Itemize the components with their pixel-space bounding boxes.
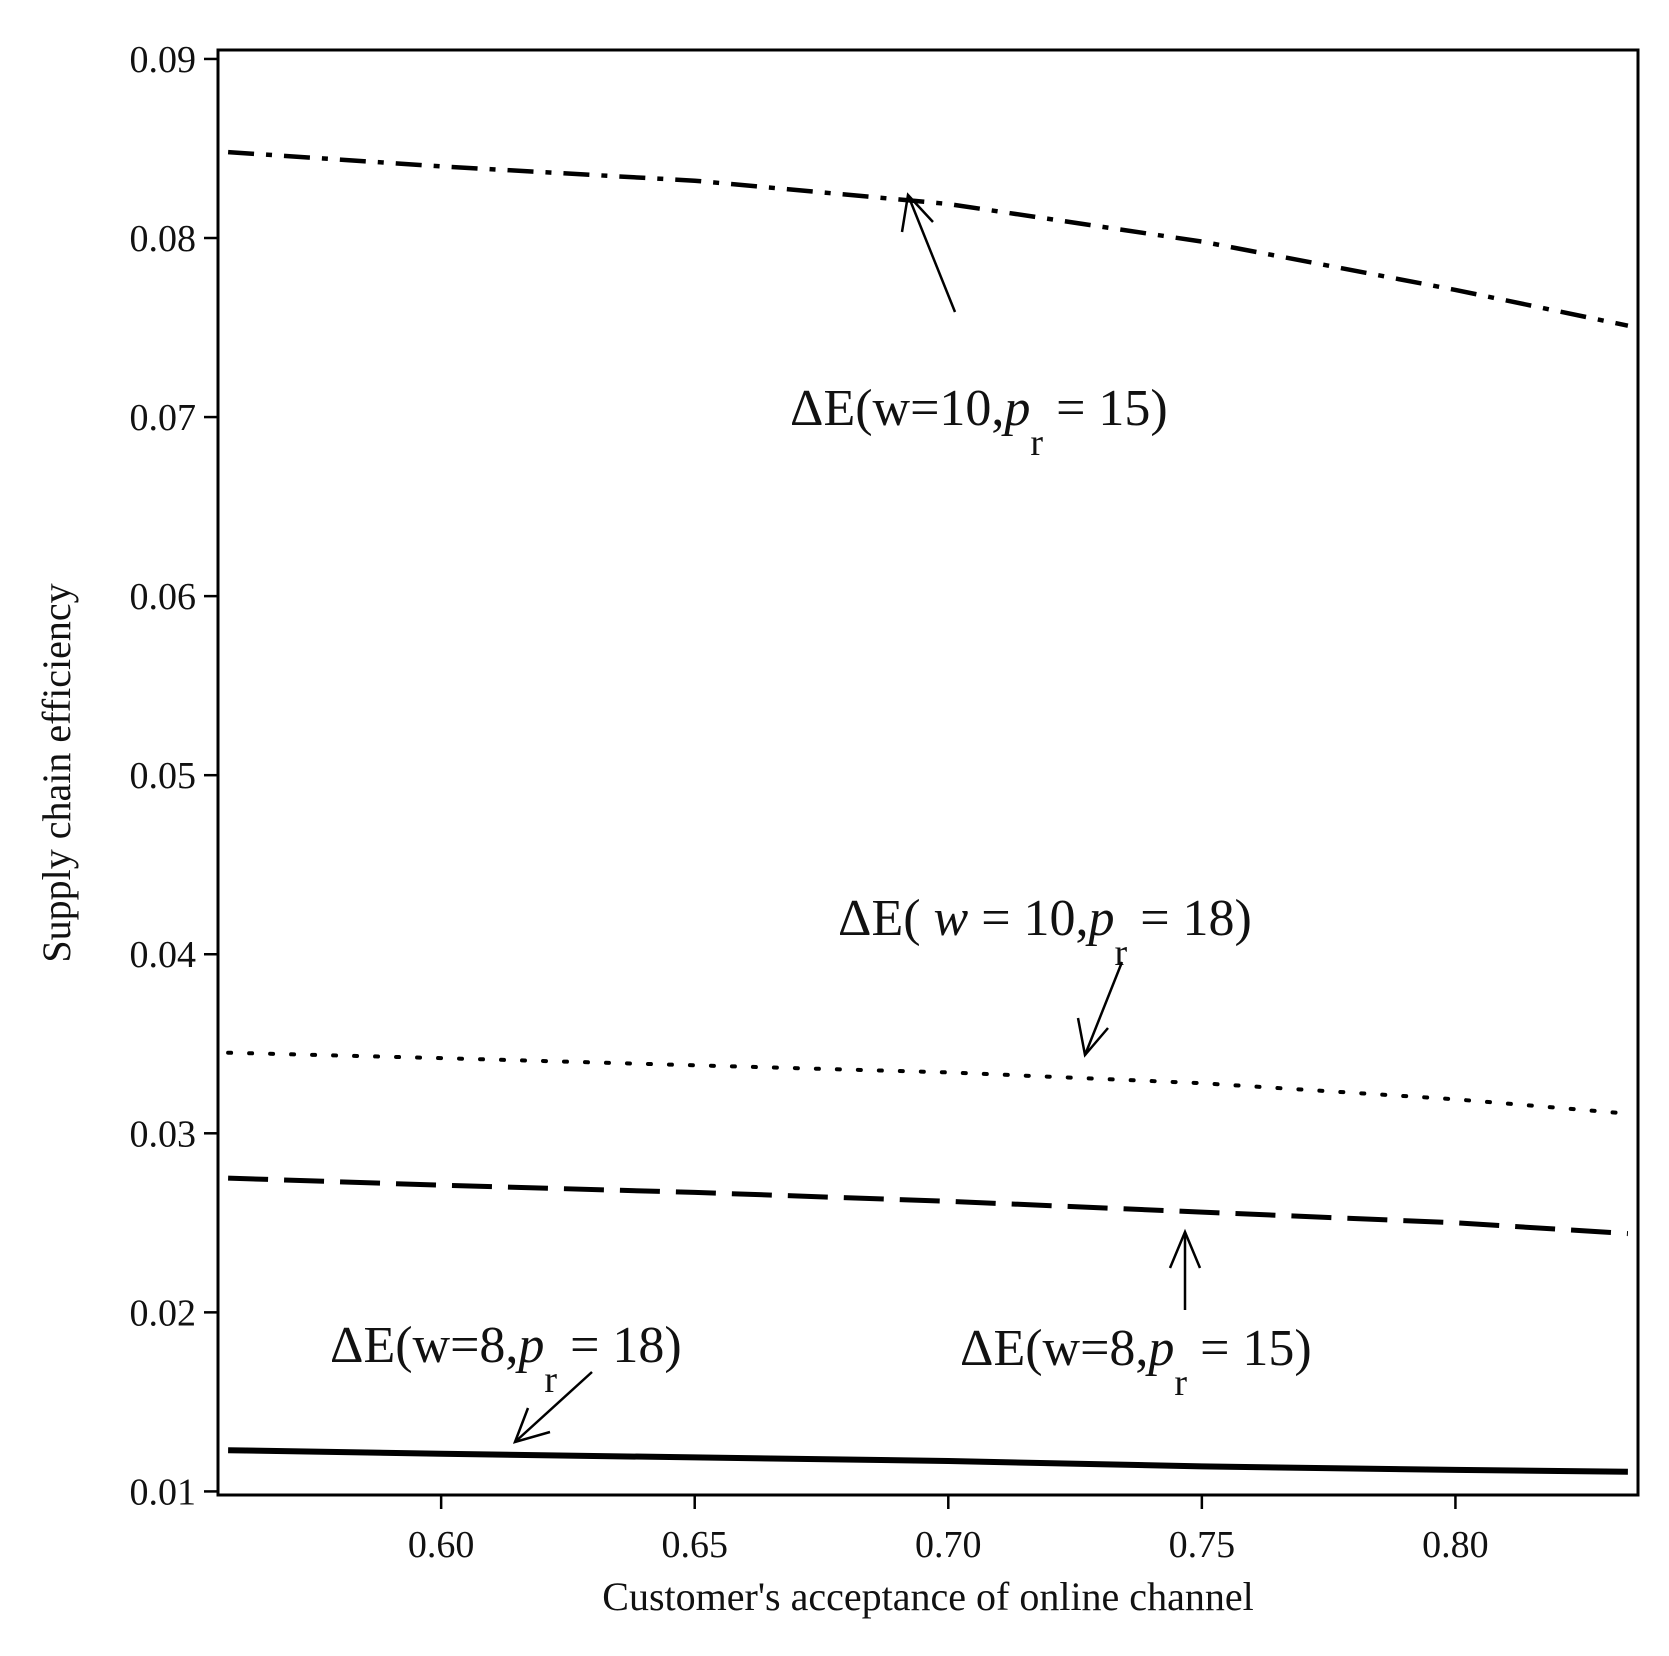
annotation-dashdot-sub: r [1030, 422, 1043, 464]
annotation-dotted-pre: ΔE( [838, 890, 934, 947]
annotation-dashed-pre: ΔE(w=8, [960, 1320, 1148, 1377]
series-line-dash-dot [227, 149, 1629, 328]
annotation-dotted-var: w [934, 890, 969, 947]
y-tick-label: 0.01 [130, 1471, 197, 1513]
annotation-dashed: ΔE(w=8,pr = 15) [960, 1228, 1312, 1404]
annotation-dashed-arrowhead [1168, 1228, 1202, 1269]
annotation-dotted-arrow [1083, 961, 1124, 1056]
y-tick-label: 0.09 [130, 39, 197, 81]
x-tick-label: 0.65 [661, 1524, 728, 1566]
svg-text:ΔE(w=10,pr = 15): ΔE(w=10,pr = 15) [790, 380, 1168, 464]
y-tick-label: 0.07 [130, 397, 197, 439]
y-tick-label: 0.05 [130, 755, 197, 797]
y-axis-label: Supply chain efficiency [34, 583, 79, 962]
series-line-dotted [226, 1050, 1630, 1116]
y-tick-label: 0.08 [130, 218, 197, 260]
svg-text:ΔE( w = 10,pr = 18): ΔE( w = 10,pr = 18) [838, 890, 1252, 974]
annotation-dashdot-var: p [1000, 380, 1030, 437]
annotation-dotted-arrowhead [1076, 1017, 1109, 1058]
annotation-solid-post: = 18) [557, 1317, 682, 1374]
annotation-dashed-var: p [1144, 1320, 1174, 1377]
annotation-dashdot-arrow [906, 194, 957, 313]
annotation-solid-pre: ΔE(w=8, [330, 1317, 518, 1374]
annotation-dotted: ΔE( w = 10,pr = 18) [838, 890, 1252, 1058]
annotation-dashdot-pre: ΔE(w=10, [790, 380, 1004, 437]
y-tick-label: 0.06 [130, 576, 197, 618]
annotation-dotted-post-a: = 10, [968, 890, 1088, 947]
y-tick-label: 0.03 [130, 1113, 197, 1155]
annotation-dashdot: ΔE(w=10,pr = 15) [790, 192, 1168, 464]
annotation-dashed-sub: r [1174, 1362, 1187, 1404]
y-tick-label: 0.04 [130, 934, 197, 976]
annotation-dotted-post: = 18) [1127, 890, 1252, 947]
x-tick-label: 0.70 [915, 1524, 982, 1566]
annotation-dashed-post: = 15) [1187, 1320, 1312, 1377]
annotation-solid-arrow [514, 1371, 593, 1443]
annotation-solid: ΔE(w=8,pr = 18) [330, 1317, 682, 1444]
series-line-dashed [228, 1175, 1629, 1237]
y-tick-label: 0.02 [130, 1292, 197, 1334]
series-lines [226, 149, 1630, 1475]
annotation-solid-arrowhead [512, 1407, 551, 1444]
plot-frame [216, 48, 1640, 1497]
x-axis-label: Customer's acceptance of online channel [602, 1574, 1253, 1619]
annotation-dashdot-post: = 15) [1043, 380, 1168, 437]
x-tick-label: 0.75 [1169, 1524, 1236, 1566]
series-line-solid [228, 1447, 1628, 1475]
annotation-solid-sub: r [544, 1359, 557, 1401]
y-axis: 0.01 0.02 0.03 0.04 0.05 0.06 0.07 0.08 0.09 [130, 39, 218, 1513]
svg-text:ΔE(w=8,pr = 18): ΔE(w=8,pr = 18) [330, 1317, 682, 1401]
annotation-dashdot-arrowhead [900, 192, 934, 233]
x-axis: 0.60 0.65 0.70 0.75 0.80 [408, 1495, 1489, 1566]
x-tick-label: 0.60 [408, 1524, 475, 1566]
annotation-dotted-var2: p [1085, 890, 1115, 947]
x-tick-label: 0.80 [1422, 1524, 1489, 1566]
annotation-dotted-sub: r [1115, 932, 1128, 974]
svg-text:ΔE(w=8,pr = 15): ΔE(w=8,pr = 15) [960, 1320, 1312, 1404]
annotation-solid-var: p [514, 1317, 544, 1374]
